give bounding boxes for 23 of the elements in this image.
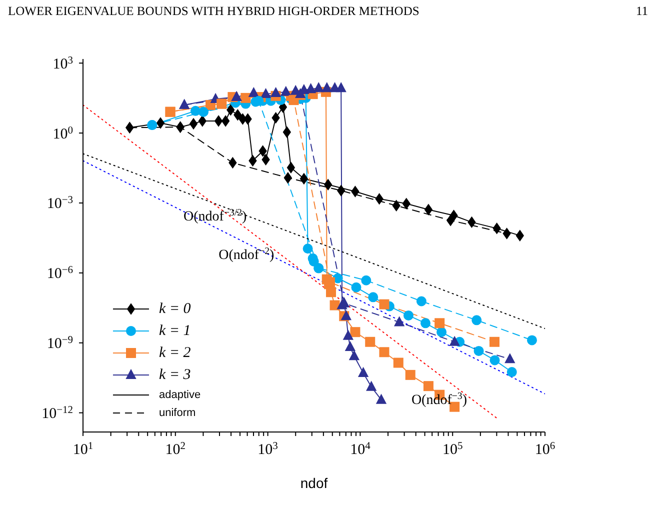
text: 11 (636, 4, 648, 19)
x-tick-label: 10$^{2}$ (165, 440, 186, 458)
y-tick-label: 10$^{−3}$ (46, 194, 73, 212)
legend-label: k = 3 (159, 366, 191, 384)
y-tick-label: 10$^{−9}$ (46, 334, 73, 352)
x-tick-label: 10$^{6}$ (534, 440, 556, 458)
annotation: uniform (159, 407, 196, 419)
annotation: O(ndof$^{−3/2}$) (184, 206, 247, 224)
legend-label: k = 0 (159, 300, 191, 318)
legend-label: k = 2 (159, 344, 191, 362)
y-tick-label: 10$^{0}$ (52, 124, 73, 142)
text: LOWER EIGENVALUE BOUNDS WITH HYBRID HIGH-ORDER METHODS (8, 4, 420, 19)
x-tick-label: 10$^{3}$ (258, 440, 278, 458)
legend-label: k = 1 (159, 322, 191, 340)
y-tick-label: 10$^{3}$ (52, 54, 73, 72)
annotation: O(ndof$^{−2}$) (218, 246, 275, 264)
annotation: adaptive (159, 389, 201, 401)
x-tick-label: 10$^{4}$ (350, 440, 372, 458)
x-axis-title: ndof (300, 475, 328, 491)
y-tick-label: 10$^{−6}$ (46, 264, 73, 282)
y-tick-label: 10$^{−12}$ (42, 404, 73, 422)
x-tick-label: 10$^{5}$ (442, 440, 463, 458)
x-tick-label: 10$^{1}$ (72, 440, 94, 458)
